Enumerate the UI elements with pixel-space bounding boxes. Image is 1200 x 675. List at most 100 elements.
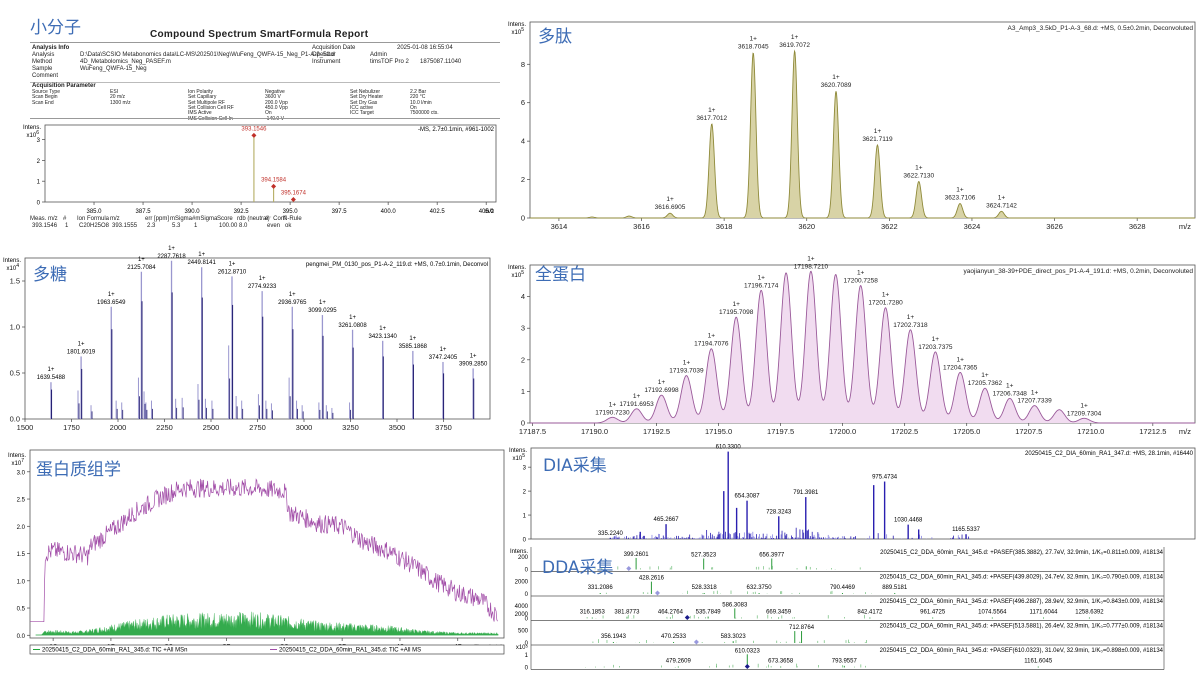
plot-frame [530,447,1196,540]
plot-frame [44,124,497,203]
spectrum-line [530,49,1195,219]
peak-label: 3261.0808 [338,323,367,329]
x-tick-label: 3622 [881,222,898,231]
param-key: Set Nebulizer [350,89,381,95]
peak-label: 728.3243 [766,509,792,515]
info-value: WuFeng_QWFA-15_Neg [80,66,147,72]
y-tick-label: 0.0 [10,415,20,424]
y-tick-label: 3 [521,324,525,333]
peak-label: 316.1853 [580,610,606,616]
x-tick-label: 17205.0 [953,427,980,436]
y-axis-exponent: x10⁵ [516,644,529,651]
panel-title: DIA采集 [543,456,607,476]
y-axis-label: Intens. [8,453,26,459]
peak-label: 1+ [757,274,765,281]
param-value: On [265,110,272,117]
y-tick-label: 3 [523,466,527,472]
peak-label: 1+ [379,326,386,332]
table-cell: even [267,223,281,229]
x-tick-label: 395.0 [283,209,299,215]
peak-label: 1801.6019 [67,349,96,355]
param-value: 200.0 Vpp [265,99,288,106]
info-value: timsTOF Pro 2 [370,59,409,65]
panel-dia: DIA采集 20250415_C2_DIA_60min_RA1_347.d: +… [505,443,1200,544]
peak-label: 1+ [609,401,617,408]
dia-spectrum: 20250415_C2_DIA_60min_RA1_347.d: +MS, 28… [509,445,1196,544]
report-title: Compound Spectrum SmartFormula Report [150,29,369,40]
param-key: Source Type [32,89,60,95]
y-tick-label: 2000 [515,580,529,586]
y-tick-label: 0 [525,617,529,623]
peak-label: 3624.7142 [986,202,1017,209]
param-value: 1300 m/z [110,99,131,106]
precursor-marker [654,590,660,596]
peak-label: 1+ [48,367,55,373]
dda-stacked-spectra: Intens. 20250415_C2_DDA_60min_RA1_345.d: … [510,547,1165,672]
peak-label: 393.1546 [241,126,267,132]
peak-label: 17190.7230 [595,409,630,416]
x-tick-label: 3624 [964,222,981,231]
param-value: On [410,104,417,111]
peak-label: 842.4172 [857,610,883,616]
param-key: Set Multipole RF [188,99,225,106]
intact-protein-spectrum: yaojianyun_38-39+PDE_direct_pos_P1-A-4_1… [508,255,1196,436]
table-cell: 393.1546 [32,223,58,229]
param-key: IMS Active [188,110,212,117]
info-value: 2025-01-08 16:55:04 [397,45,453,51]
spectrum-title: 20250415_C2_DIA_60min_RA1_347.d: +MS, 28… [1025,451,1194,457]
peak-label: 3585.1868 [399,344,428,350]
peak-label: 17196.7174 [744,282,779,289]
plot-frame [24,257,491,420]
param-value: 3600 V [265,94,281,101]
peak-label: 1+ [981,372,989,379]
info-key: Operator [312,52,336,58]
param-key: Scan End [32,99,54,106]
panel-polysaccharide: 多糖 pengmei_PM_0130_pos_P1-A-2_119.d: +MS… [0,246,500,440]
y-axis-label: Intens. [23,125,41,131]
peak-label: 1+ [874,128,882,135]
peak-label: 1+ [1031,390,1039,397]
x-tick-label: 2000 [110,423,127,432]
y-tick-label: 0 [525,568,529,574]
peak-label: 3620.7089 [821,82,852,89]
spectrum-title: yaojianyun_38-39+PDE_direct_pos_P1-A-4_1… [964,268,1194,275]
y-axis-label: Intens. [509,448,527,454]
peak-label: 1074.5564 [978,610,1007,616]
peak-label: 1+ [857,270,865,277]
x-tick-label: 17192.5 [643,427,670,436]
divider [30,82,500,83]
info-value: 1875087.11040 [420,59,462,65]
x-tick-label: 3500 [389,423,406,432]
x-tick-label: 3620 [798,222,815,231]
peak-label: 17203.7375 [918,344,953,351]
peak-label: 1+ [932,336,940,343]
peak-label: 1+ [633,393,641,400]
peak-label: 3618.7045 [738,44,769,51]
y-tick-label: 500 [518,629,529,635]
spectrum-area [530,271,1195,423]
y-tick-label: 3.0 [17,470,26,476]
panel-dda: DDA采集 Intens. 20250415_C2_DDA_60min_RA1_3… [505,545,1200,675]
x-tick-label: 3626 [1046,222,1063,231]
x-tick-label: 17187.5 [519,427,546,436]
info-key: Analysis [32,52,55,58]
peak-label: 673.3658 [768,659,794,665]
peak-label: 335.2240 [598,531,624,537]
y-tick-label: 0 [521,214,525,223]
peak-label: 961.4725 [920,610,946,616]
peak-label: 17201.7280 [868,300,903,307]
x-tick-label: 3618 [716,222,733,231]
peak-label: 610.0323 [735,648,761,654]
y-tick-label: 4 [521,292,525,301]
table-header: #mSigma [192,216,218,222]
param-value: 2.2 Bar [410,89,427,95]
peak-label: 1+ [907,314,915,321]
param-key: Set Collision Cell RF [188,104,234,111]
peak-label: 1+ [349,315,356,321]
y-tick-label: 0 [525,592,529,598]
param-key: ICC active [350,104,374,111]
x-tick-label: 390.0 [185,209,201,215]
spectrum-title: 20250415_C2_DDA_60min_RA1_345.d: +PASEF(… [880,575,1164,581]
peak-marker [290,197,296,203]
x-tick-label: 3628 [1129,222,1146,231]
